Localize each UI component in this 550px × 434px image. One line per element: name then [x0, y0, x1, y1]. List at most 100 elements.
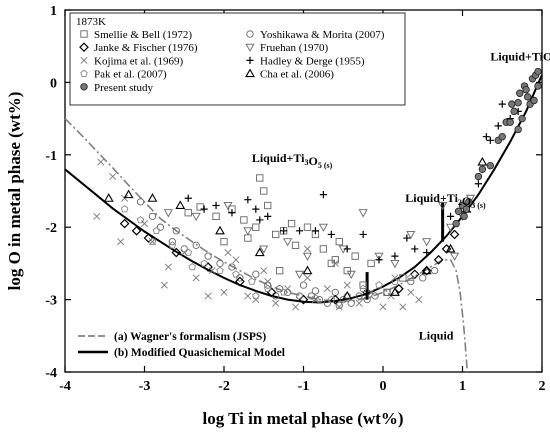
data-point: [184, 194, 192, 202]
data-point: [200, 205, 208, 213]
data-point: [406, 230, 416, 240]
data-point: [460, 212, 468, 221]
data-point: [359, 281, 367, 289]
legend-marker: [246, 30, 254, 38]
data-point: [256, 174, 264, 182]
data-point: [330, 294, 341, 305]
data-point: [421, 265, 432, 276]
data-point: [331, 288, 339, 297]
data-point: [147, 193, 158, 202]
data-point: [514, 125, 522, 134]
data-point: [248, 277, 256, 285]
data-point: [168, 238, 176, 246]
data-point: [244, 196, 252, 204]
data-point: [358, 209, 368, 218]
data-point: [93, 212, 101, 220]
x-tick-label: -1: [298, 379, 310, 394]
data-point: [508, 100, 516, 108]
data-point: [103, 193, 114, 202]
data-point: [449, 252, 460, 261]
data-point: [494, 122, 502, 130]
data-point: [359, 284, 367, 292]
data-point: [232, 256, 240, 264]
data-point: [264, 201, 272, 210]
data-point: [518, 114, 526, 123]
data-point: [319, 191, 327, 199]
data-point: [119, 218, 130, 229]
data-point: [163, 209, 173, 218]
data-point: [498, 100, 506, 108]
y-tick-label: 0: [50, 76, 57, 91]
data-point: [307, 292, 316, 300]
data-point: [136, 198, 145, 206]
data-point: [407, 277, 415, 286]
data-point: [192, 241, 200, 249]
data-point: [280, 227, 288, 235]
data-point: [303, 274, 311, 282]
data-point: [244, 292, 252, 300]
data-point: [148, 237, 157, 245]
data-point: [204, 252, 212, 260]
data-point: [465, 198, 473, 206]
data-point: [215, 225, 225, 235]
data-point: [292, 303, 300, 311]
data-point: [283, 238, 293, 247]
data-point: [514, 98, 522, 107]
data-point: [516, 89, 524, 97]
data-point: [212, 212, 220, 220]
line-legend-label: (a) Wagner's formalism (JSPS): [114, 331, 266, 343]
data-point: [303, 245, 311, 253]
y-tick-label: -3: [45, 294, 57, 309]
data-point: [311, 294, 320, 302]
legend-label: Smellie & Bell (1972): [94, 29, 192, 41]
legend-marker: [246, 56, 254, 64]
data-point: [367, 259, 375, 268]
data-point: [191, 212, 201, 222]
data-point: [287, 219, 296, 228]
data-point: [200, 259, 208, 267]
data-point: [266, 287, 277, 298]
line-legend-label: (b) Modified Quasichemical Model: [114, 347, 285, 359]
data-point: [259, 245, 269, 254]
legend-label: Kojima et al. (1969): [94, 55, 184, 67]
data-point: [252, 270, 260, 278]
data-point: [291, 241, 300, 249]
data-point: [172, 227, 180, 235]
data-point: [409, 269, 420, 280]
region-label: Liquid+Ti2O3 (s): [405, 191, 486, 210]
data-point: [264, 277, 272, 286]
data-point: [192, 274, 200, 282]
data-point: [411, 245, 419, 253]
model-curves: [64, 74, 543, 373]
data-point: [383, 288, 391, 297]
legend-marker: [80, 30, 88, 38]
data-point: [486, 161, 495, 170]
region-labels: Liquid+Ti3O5 (s) Liquid+Ti2O3 (s) Liquid+T…: [252, 50, 550, 343]
data-point: [311, 227, 320, 235]
curve-line: [64, 74, 543, 304]
data-point: [367, 288, 375, 296]
marker-legend-box: [69, 12, 406, 106]
data-point: [120, 205, 129, 213]
data-point: [355, 299, 363, 307]
data-point: [323, 285, 331, 293]
data-point: [123, 189, 134, 199]
data-point: [294, 270, 305, 279]
data-point: [374, 252, 384, 261]
data-point: [109, 173, 117, 181]
data-point: [394, 283, 404, 294]
data-point: [236, 274, 244, 282]
data-point: [216, 259, 224, 268]
data-point: [477, 156, 488, 166]
data-point: [399, 303, 407, 311]
data-point: [391, 252, 399, 260]
data-point: [446, 212, 455, 220]
data-point: [379, 303, 387, 311]
data-point: [203, 262, 213, 272]
data-point: [343, 245, 351, 253]
x-tick-label: -3: [139, 379, 151, 394]
data-point: [311, 287, 320, 295]
data-point: [228, 263, 236, 271]
data-point: [196, 203, 204, 211]
